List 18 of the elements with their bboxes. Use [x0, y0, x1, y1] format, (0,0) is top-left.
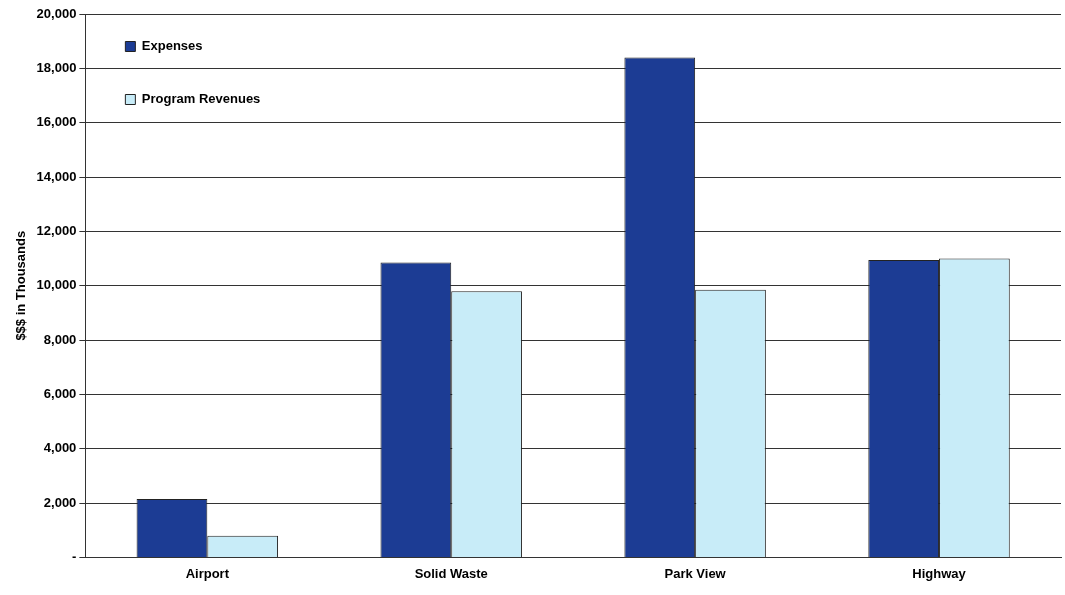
y-tick-label: 14,000 — [36, 168, 77, 184]
x-tick-label: Park View — [664, 565, 727, 581]
y-tick-label: 4,000 — [43, 440, 77, 456]
legend-label: Program Revenues — [141, 91, 261, 107]
y-tick-label: 16,000 — [36, 114, 77, 130]
y-tick-label: 12,000 — [36, 222, 77, 238]
legend-label: Expenses — [141, 38, 203, 54]
x-tick-label: Highway — [912, 565, 967, 581]
y-tick-label: 10,000 — [36, 277, 77, 293]
y-tick-label: - — [72, 548, 77, 564]
y-axis-title: $$$ in Thousands — [13, 230, 29, 341]
y-tick-label: 6,000 — [43, 385, 77, 401]
x-tick-label: Airport — [185, 565, 230, 581]
y-tick-label: 2,000 — [43, 494, 77, 510]
x-tick-label: Solid Waste — [414, 565, 488, 581]
y-tick-label: 8,000 — [43, 331, 77, 347]
y-tick-label: 20,000 — [36, 5, 77, 21]
y-tick-label: 18,000 — [36, 59, 77, 75]
